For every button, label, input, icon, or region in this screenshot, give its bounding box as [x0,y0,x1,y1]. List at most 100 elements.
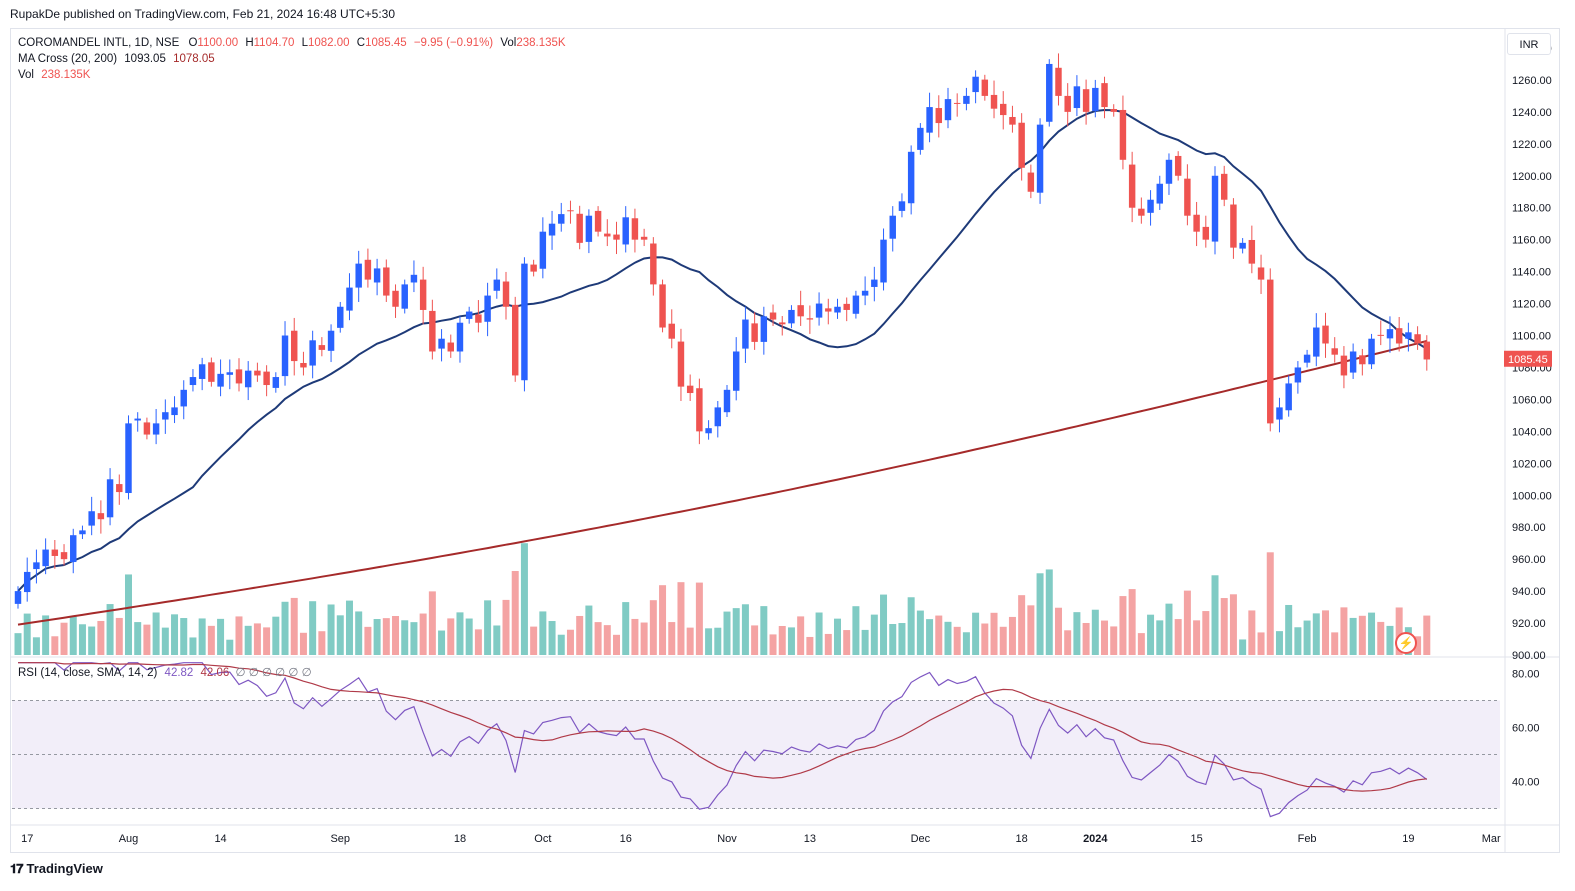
candle-body [383,267,390,296]
volume-bar [484,600,492,655]
volume-bar [1119,596,1127,655]
candle-body [484,295,491,322]
volume-bar [1073,612,1081,655]
candle-body [1331,348,1338,355]
ma20-layer [17,108,1428,592]
lightning-icon[interactable]: ⚡ [1395,632,1417,654]
candle-body [1018,122,1025,168]
tradingview-logo[interactable]: 𝟏𝟕 TradingView [10,861,103,877]
candle-body [79,530,86,535]
candle-body [797,305,804,317]
currency-button[interactable]: INR [1507,33,1551,55]
volume-bar [833,618,841,655]
candle-body [1202,226,1210,240]
volume-bar [161,627,169,655]
candle-body [806,318,814,320]
candle-body [438,338,445,349]
candle-body [1046,63,1053,122]
candle-body [143,422,151,435]
volume-bar [1386,625,1394,655]
volume-bar [410,622,418,655]
time-tick-label: Dec [911,833,931,845]
candle-body [751,323,758,342]
volume-bar [566,629,574,655]
candle-body [1138,208,1145,216]
volume-bar [309,601,317,655]
close-label: C [356,37,366,49]
candle-body [1211,175,1219,242]
low-label: L [301,37,308,49]
candle-body [1110,108,1117,112]
volume-bar [392,616,400,655]
price-tick-label: 1160.00 [1512,235,1551,247]
candle-body [429,310,436,352]
candle-body [355,263,362,288]
volume-bar [870,614,878,655]
candle-body [300,362,307,368]
volume-bar [189,637,197,655]
candle-body [779,322,786,325]
volume-bar [787,627,795,655]
time-tick-label: Oct [534,833,551,845]
price-tick-label: 1100.00 [1512,331,1551,343]
candle-body [659,284,666,328]
candle-body [631,218,639,240]
candle-body [825,308,832,312]
volume-bar [217,618,225,655]
candle-body [981,79,989,96]
price-tick-label: 1060.00 [1512,394,1552,406]
price-tick-label: 1020.00 [1512,458,1552,470]
volume-bar [42,615,50,655]
volume-bar [511,570,519,655]
candle-body [272,377,280,388]
volume-bar [226,639,234,655]
volume-bar [907,597,915,655]
candle-body [493,279,501,291]
candle-body [558,214,565,224]
price-tick-label: 1260.00 [1512,75,1552,87]
volume-bar [143,624,151,655]
volume-bar [889,624,897,655]
rsi-tick-label: 80.00 [1512,669,1540,681]
volume-bar [235,616,243,655]
price-tick-label: 1220.00 [1512,139,1552,151]
candle-body [33,562,40,570]
candle-body [1009,116,1016,125]
volume-bar [244,625,252,655]
candle-body [419,279,427,310]
volume-bar [714,627,722,655]
rsi-background [10,656,1560,809]
volume-bar [649,600,657,655]
candle-body [456,322,464,352]
candle-body [134,418,141,421]
volume-label[interactable]: Vol [18,69,34,81]
volume-bar [88,626,96,655]
price-tick-label: 1240.00 [1512,107,1552,119]
volume-bar [797,616,805,655]
volume-bar [290,597,298,655]
price-tick-label: 980.00 [1512,522,1546,534]
symbol-label[interactable]: COROMANDEL INTL, 1D, NSE [18,37,180,49]
volume-bar [355,611,363,655]
volume-bar [272,616,280,655]
volume-bar [1331,632,1339,655]
ma-cross-label[interactable]: MA Cross (20, 200) [18,53,118,65]
volume-bar [1174,619,1182,655]
volume-bar [686,627,694,655]
high-value: 1104.70 [253,37,295,49]
volume-bar [23,613,31,655]
volume-bar [1091,609,1099,655]
volume-bar [1377,621,1385,655]
open-value: 1100.00 [197,37,239,49]
volume-bar [1147,614,1155,655]
ma20-value: 1093.05 [124,53,166,65]
candle-body [291,330,298,362]
rsi-label[interactable]: RSI (14, close, SMA, 14, 2) [18,667,158,679]
candle-body [475,314,482,323]
candle-body [502,281,510,307]
volume-bar [972,612,980,655]
candle-body [1092,87,1099,111]
candle-body [327,330,335,351]
candle-body [953,102,961,104]
